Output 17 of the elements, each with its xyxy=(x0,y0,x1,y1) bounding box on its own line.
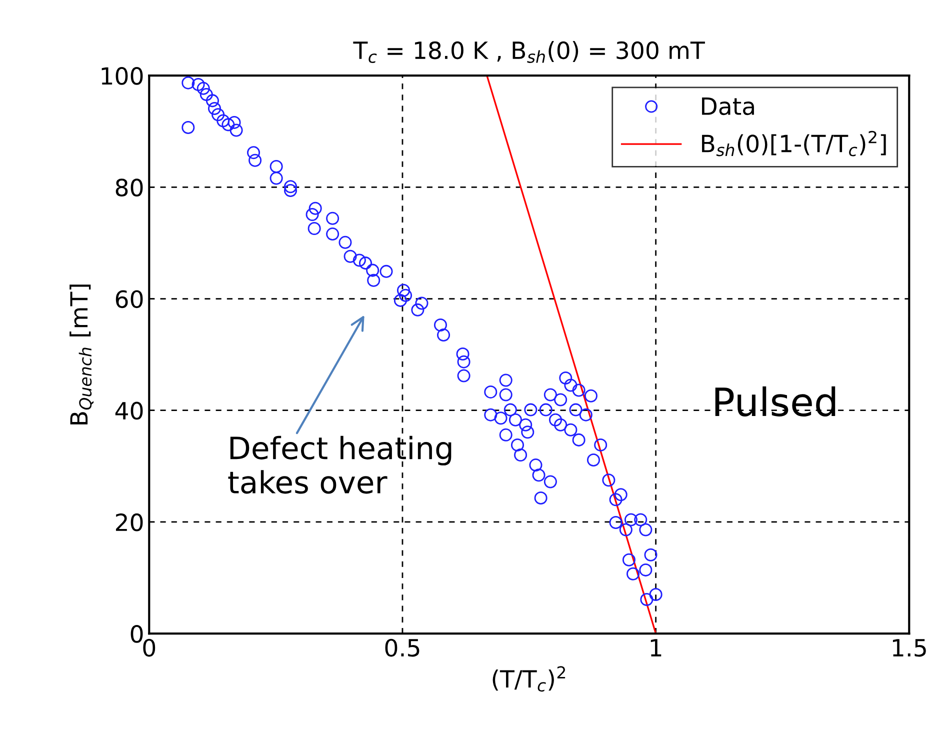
y-tick-label: 20 xyxy=(116,513,143,532)
y-tick-label: 0 xyxy=(130,625,143,643)
x-tick-label: 1 xyxy=(650,639,662,656)
y-axis-title: B$_{Quench}$ [mT] xyxy=(70,284,94,424)
x-tick-label: 0.5 xyxy=(385,638,420,657)
legend-label: Data xyxy=(702,98,754,116)
chart-title: T$_{c}$ = 18.0 K , B$_{sh}$(0) = 300 mT xyxy=(353,40,705,63)
y-tick-label: 100 xyxy=(102,67,143,85)
x-tick-label: 0 xyxy=(143,638,156,657)
x-tick-label: 1.5 xyxy=(892,639,926,657)
annotation: Defect heating takes over xyxy=(228,436,452,494)
x-axis-title: (T/T$_{c}$)$^{2}$ xyxy=(492,666,566,692)
annotation: Pulsed xyxy=(715,386,836,416)
y-tick-label: 60 xyxy=(116,290,143,308)
y-tick-label: 40 xyxy=(115,402,143,420)
y-tick-label: 80 xyxy=(116,178,143,196)
legend-label: B$_{sh}$(0)[1-(T/T$_{c}$)$^{2}$] xyxy=(702,130,886,156)
